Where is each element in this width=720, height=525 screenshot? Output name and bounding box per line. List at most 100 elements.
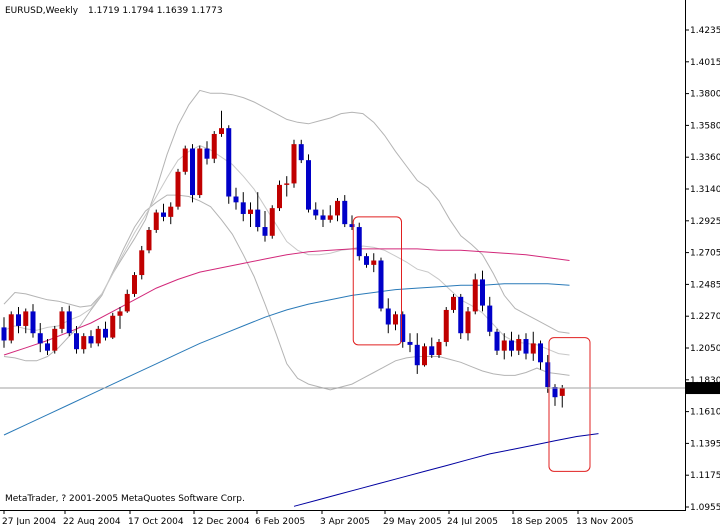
y-tick-label: 1.2925 <box>690 217 720 227</box>
candle-body <box>349 224 355 228</box>
symbol-label: EURUSD,Weekly <box>5 6 79 16</box>
candle-body <box>414 344 420 366</box>
candle-body <box>16 314 21 326</box>
candle-body <box>103 328 108 338</box>
y-tick-label: 1.3140 <box>690 185 720 195</box>
candle-body <box>552 387 558 398</box>
candle-body <box>487 305 493 332</box>
candle-body <box>538 343 543 363</box>
highlight-box <box>548 337 591 472</box>
candle-body <box>124 293 130 312</box>
x-tick-label: 24 Jul 2005 <box>447 517 498 525</box>
candle-body <box>1 327 7 341</box>
candle-body <box>233 196 239 203</box>
candle-body <box>219 128 224 134</box>
candle-body <box>429 346 435 356</box>
x-tick-label: 29 May 2005 <box>383 517 442 525</box>
candle-body <box>74 333 79 350</box>
x-tick-label: 13 Nov 2005 <box>576 517 634 525</box>
candle-body <box>313 209 319 216</box>
candle-body <box>480 279 485 306</box>
y-tick-label: 1.1395 <box>690 439 720 449</box>
candle-body <box>8 314 14 341</box>
candle-body <box>132 275 137 294</box>
candle-body <box>320 215 326 220</box>
candle-body <box>306 160 311 210</box>
candle-body <box>559 388 565 396</box>
band-upper-line <box>3 89 570 334</box>
x-tick-label: 6 Feb 2005 <box>255 517 305 525</box>
candle-body <box>342 200 348 225</box>
candle-body <box>197 148 203 196</box>
candle-body <box>356 227 362 257</box>
candle-body <box>393 314 398 325</box>
candle-body <box>436 341 442 356</box>
candle-body <box>190 148 195 196</box>
candle-body <box>364 256 369 265</box>
y-tick-label: 1.1175 <box>690 471 720 481</box>
candle-body <box>146 229 152 251</box>
candle-body <box>298 144 304 161</box>
candle-body <box>277 184 282 209</box>
candle-body <box>443 309 449 342</box>
candle-body <box>88 336 94 344</box>
candle-body <box>422 346 427 366</box>
candle-body <box>327 215 333 220</box>
y-tick-label: 1.4015 <box>690 58 720 68</box>
ohlc-label: 1.1719 1.1794 1.1639 1.1773 <box>88 6 223 16</box>
x-tick-label: 3 Apr 2005 <box>320 517 370 525</box>
y-tick-label: 1.3360 <box>690 153 720 163</box>
candle-body <box>30 311 36 334</box>
candle-body <box>284 183 290 185</box>
candle-body <box>451 296 456 310</box>
candle-body <box>545 362 551 388</box>
candle-body <box>407 341 413 345</box>
y-tick-label: 1.0955 <box>690 503 720 513</box>
candle-body <box>371 260 377 265</box>
candle-body <box>269 208 275 236</box>
candle-body <box>240 202 246 214</box>
candle-body <box>161 212 166 217</box>
ma-navy-line <box>293 433 599 507</box>
y-tick-label: 1.4235 <box>690 26 720 36</box>
candle-body <box>175 171 181 207</box>
candle-body <box>262 227 268 236</box>
candle-body <box>66 311 72 334</box>
y-tick-label: 1.3580 <box>690 121 720 131</box>
x-axis: 27 Jun 2004 22 Aug 2004 17 Oct 2004 12 Dec … <box>2 510 634 525</box>
highlight-box <box>352 216 402 346</box>
ma-pink-line <box>3 248 570 356</box>
y-tick-label: 1.2270 <box>690 312 720 322</box>
x-tick-label: 17 Oct 2004 <box>128 517 184 525</box>
candle-body <box>95 328 101 344</box>
candle-body <box>37 333 43 344</box>
current-price-label: 1.1773 <box>690 384 720 394</box>
candle-body <box>530 343 536 354</box>
candle-body <box>248 209 253 214</box>
candle-body <box>59 311 65 329</box>
candle-body <box>509 340 514 351</box>
candle-body <box>523 339 529 354</box>
candle-body <box>472 279 478 312</box>
y-tick-label: 1.1610 <box>690 408 720 418</box>
x-tick-label: 22 Aug 2004 <box>63 517 121 525</box>
y-tick-label: 1.3800 <box>690 90 720 100</box>
candle-body <box>378 260 384 309</box>
current-price-marker <box>686 382 720 395</box>
candle-body <box>226 128 232 197</box>
y-tick-label: 1.2050 <box>690 344 720 354</box>
candle-body <box>335 200 340 216</box>
y-tick-label: 1.2705 <box>690 249 720 259</box>
candles <box>1 110 565 408</box>
band-lower-line <box>3 194 570 391</box>
candle-body <box>204 148 210 159</box>
candle-body <box>45 343 50 351</box>
candle-body <box>516 339 522 351</box>
candle-body <box>168 206 174 217</box>
x-tick-label: 12 Dec 2004 <box>192 517 250 525</box>
y-axis: 1.4235 1.4015 1.3800 1.3580 1.3360 1.3140 1.29… <box>685 26 720 513</box>
y-tick-label: 1.1830 <box>690 376 720 386</box>
candle-body <box>139 250 145 276</box>
